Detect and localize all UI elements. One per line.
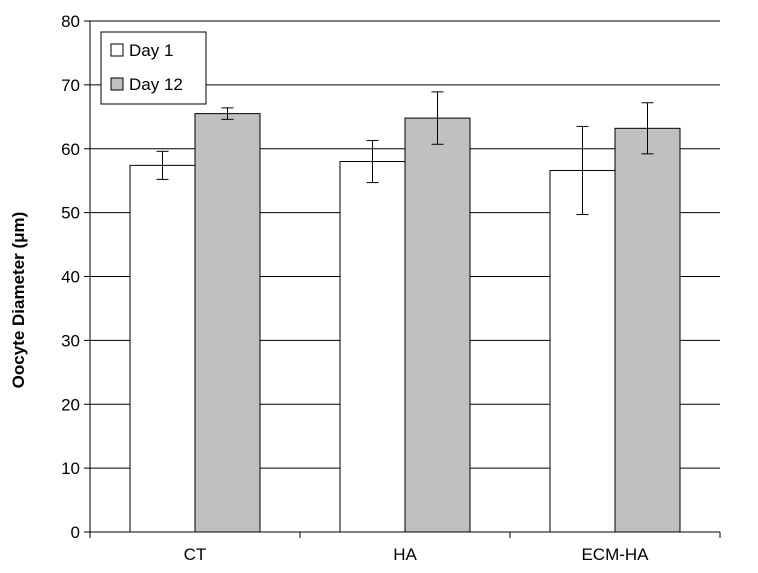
y-tick-label-20: 20 — [61, 395, 80, 414]
y-tick-label-0: 0 — [71, 523, 80, 542]
bar-CT-day-1 — [129, 164, 196, 533]
x-tick-label-HA: HA — [393, 545, 417, 564]
bar-ECM-HA-day-1 — [549, 169, 616, 533]
y-axis-title: Oocyte Diameter (μm) — [9, 212, 28, 389]
bar-HA-day-12 — [404, 117, 471, 533]
legend-label-1: Day 12 — [129, 75, 183, 94]
bar-ECM-HA-day-12 — [614, 127, 681, 533]
y-tick-label-30: 30 — [61, 331, 80, 350]
y-tick-label-60: 60 — [61, 140, 80, 159]
legend-swatch-0 — [110, 43, 124, 57]
y-tick-label-10: 10 — [61, 459, 80, 478]
axes: 0 10 20 30 40 50 60 70 80 CT HA ECM-HA — [61, 12, 721, 564]
y-tick-label-50: 50 — [61, 204, 80, 223]
x-tick-label-CT: CT — [184, 545, 207, 564]
y-tick-label-80: 80 — [61, 12, 80, 31]
legend: Day 1 Day 12 — [100, 31, 207, 105]
bars — [129, 113, 681, 533]
y-tick-label-70: 70 — [61, 76, 80, 95]
legend-label-0: Day 1 — [129, 41, 173, 60]
bar-CT-day-12 — [194, 113, 261, 533]
x-tick-label-ECM-HA: ECM-HA — [581, 545, 649, 564]
error-bars — [156, 91, 654, 216]
legend-swatch-1 — [110, 77, 124, 91]
bar-HA-day-1 — [339, 161, 406, 533]
y-tick-label-40: 40 — [61, 268, 80, 287]
